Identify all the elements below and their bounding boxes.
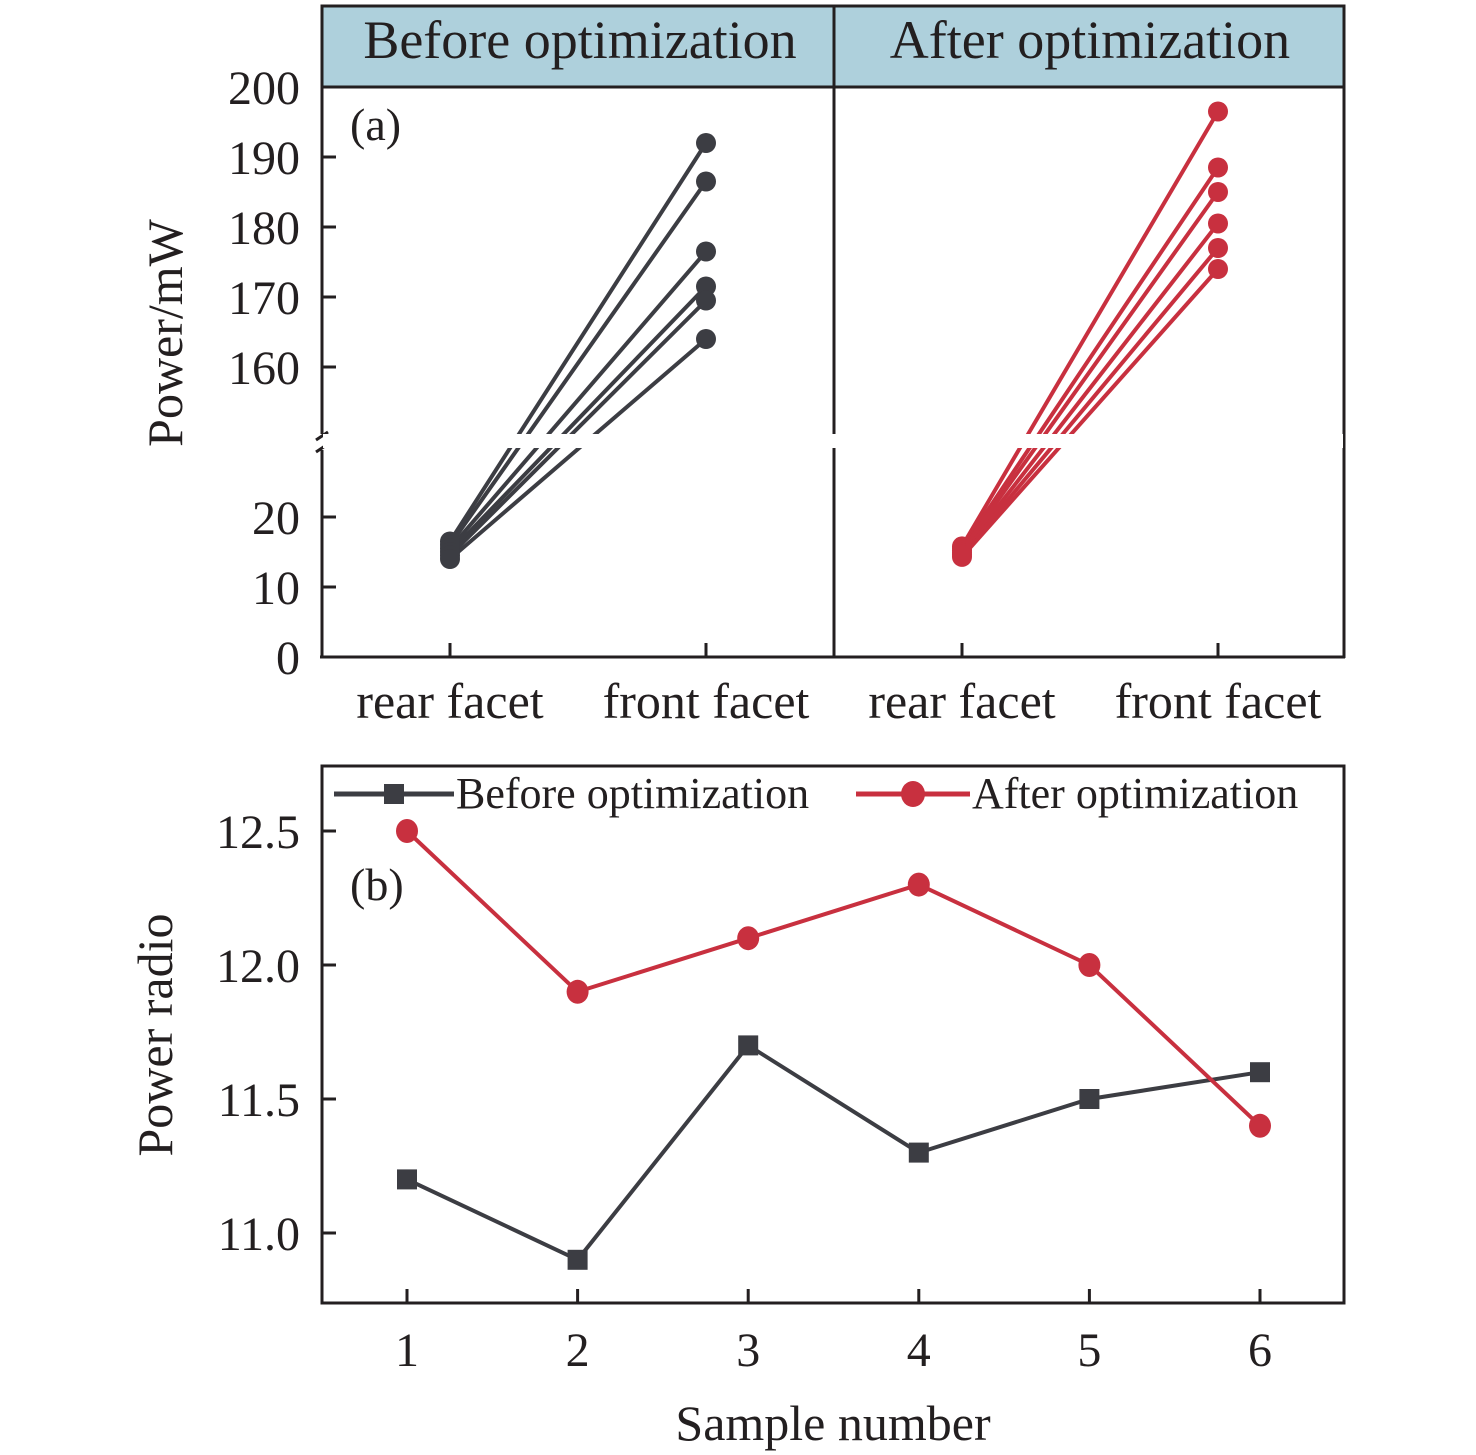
- x-tick-label-a: rear facet: [356, 673, 543, 729]
- data-point-after: [1078, 953, 1101, 977]
- header-after-label: After optimization: [890, 10, 1290, 70]
- header-before-label: Before optimization: [363, 10, 796, 70]
- header-after-bg: [832, 4, 1346, 89]
- sample-line: [960, 222, 1220, 554]
- y-tick-label-a: 0: [276, 632, 300, 685]
- chart-b-y-tick-labels: 11.0 11.5 12.0 12.5: [216, 806, 300, 1261]
- header-before-bg: [320, 4, 836, 89]
- front-point: [1208, 238, 1228, 258]
- series-line-square: [406, 1042, 1261, 1263]
- y-axis-label-a: Power/mW: [137, 218, 193, 447]
- legend: Before optimization After optimization: [334, 769, 1298, 818]
- data-point-after: [737, 926, 760, 951]
- chart-a-lines: [448, 110, 1220, 561]
- sample-line: [448, 285, 708, 554]
- sample-line: [960, 166, 1220, 550]
- sample-line: [960, 267, 1220, 559]
- data-point-before: [567, 1249, 588, 1270]
- y-tick-label-a: 170: [228, 272, 300, 325]
- x-tick-label-b: 5: [1077, 1324, 1101, 1377]
- front-point: [696, 133, 716, 153]
- axis-break-gap: [323, 434, 1343, 448]
- rear-point: [440, 549, 460, 569]
- y-tick-label-b: 11.5: [218, 1074, 300, 1127]
- chart-a-ticks: [322, 155, 1220, 657]
- sample-line: [960, 246, 1220, 557]
- y-tick-label-b: 11.0: [218, 1208, 300, 1261]
- data-point-before: [908, 1142, 929, 1163]
- chart-b-x-tick-labels: 1 2 3 4 5 6: [395, 1324, 1272, 1377]
- y-axis-label-b: Power radio: [127, 914, 183, 1157]
- front-point: [1208, 213, 1228, 234]
- x-tick-label-a: front facet: [1115, 673, 1322, 729]
- chart-b-frame: [320, 764, 1346, 1305]
- x-tick-label-b: 4: [907, 1324, 931, 1377]
- sample-line: [448, 299, 708, 557]
- front-point: [1208, 101, 1228, 122]
- panel-label-a: (a): [350, 99, 401, 150]
- legend-before-label: Before optimization: [456, 769, 809, 818]
- chart-a-markers: [440, 101, 1228, 569]
- chart-a-frame: [315, 87, 1346, 659]
- chart-a: Before optimization After optimization (…: [137, 4, 1346, 729]
- sample-line: [448, 180, 708, 547]
- legend-after-marker: [901, 781, 925, 807]
- front-point: [1208, 157, 1228, 178]
- legend-before-marker: [384, 784, 404, 804]
- sample-line: [448, 250, 708, 550]
- front-point: [696, 171, 716, 192]
- sample-line: [448, 337, 708, 561]
- front-point: [696, 290, 716, 311]
- y-tick-label-a: 180: [228, 202, 300, 255]
- x-tick-label-a: front facet: [603, 673, 810, 729]
- sample-line: [960, 110, 1220, 548]
- data-point-after: [1249, 1113, 1271, 1138]
- front-point: [696, 241, 716, 262]
- x-axis-label-b: Sample number: [675, 1395, 991, 1451]
- data-point-before: [1079, 1089, 1100, 1109]
- panel-label-b: (b): [350, 859, 404, 910]
- chart-a-x-tick-labels: rear facet front facet rear facet front fac…: [356, 673, 1321, 729]
- x-tick-label-b: 3: [736, 1324, 760, 1377]
- legend-after-label: After optimization: [972, 769, 1298, 818]
- y-tick-label-b: 12.5: [216, 806, 300, 859]
- y-tick-label-a: 160: [228, 342, 300, 395]
- sample-line: [960, 190, 1220, 552]
- y-tick-label-a: 200: [228, 62, 300, 115]
- front-point: [696, 276, 716, 297]
- chart-b: Before optimization After optimization (…: [127, 764, 1346, 1451]
- data-point-before: [397, 1169, 417, 1190]
- data-point-after: [566, 979, 589, 1004]
- front-point: [1208, 259, 1228, 279]
- sample-line: [448, 141, 708, 543]
- y-tick-label-b: 12.0: [216, 940, 300, 993]
- chart-a-y-tick-labels: 160 170 180 190 200 0 10 20: [228, 62, 300, 685]
- data-point-after: [907, 872, 930, 897]
- rear-point: [952, 546, 972, 567]
- x-tick-label-a: rear facet: [868, 673, 1055, 729]
- chart-b-ticks: [322, 829, 1262, 1303]
- y-tick-label-a: 20: [252, 492, 300, 545]
- y-tick-label-a: 190: [228, 132, 300, 185]
- x-tick-label-b: 6: [1248, 1324, 1272, 1377]
- front-point: [696, 329, 716, 349]
- series-line-circle: [405, 829, 1262, 1128]
- chart-b-series: [396, 819, 1271, 1270]
- x-tick-label-b: 1: [395, 1324, 419, 1377]
- x-tick-label-b: 2: [566, 1324, 590, 1377]
- front-point: [1208, 182, 1228, 202]
- data-point-before: [1250, 1062, 1270, 1083]
- data-point-after: [396, 819, 418, 843]
- data-point-before: [738, 1035, 759, 1056]
- y-tick-label-a: 10: [252, 562, 300, 615]
